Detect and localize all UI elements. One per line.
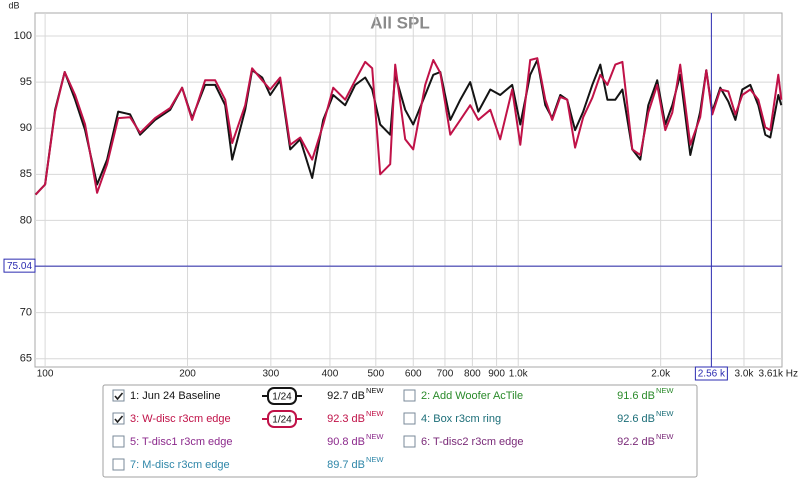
y-axis-label: dB [8,0,19,10]
x-tick-label: 1.0k [509,369,529,380]
plot-area [34,12,783,368]
x-tick-label: 100 [37,369,54,380]
legend-label: 5: T-disc1 r3cm edge [130,436,233,448]
legend-checkbox[interactable] [403,412,416,425]
legend-checkmark [114,392,124,401]
x-tick-label: 900 [488,369,505,380]
x-tick-label: 500 [367,369,384,380]
cursor-y-box [3,258,36,273]
x-tick-label: 800 [464,369,481,380]
series-line [34,57,783,196]
legend-level: 89.7 dB [327,459,365,471]
legend-level: 92.3 dB [327,413,365,425]
y-tick-label: 95 [20,76,32,88]
x-tick-label: 3.0k [735,369,755,380]
y-tick-label: 70 [20,307,32,319]
x-tick-label: 3.61k Hz [759,369,798,380]
y-tick-label: 65 [20,353,32,365]
legend-swatch [267,387,297,405]
legend-checkbox[interactable] [112,412,125,425]
legend-level-tag: NEW [656,432,674,441]
y-tick-label: 100 [14,30,32,42]
y-tick-label: 90 [20,122,32,134]
legend-smoothing: 1/24 [272,392,292,403]
x-tick-label: 700 [437,369,454,380]
legend-label: 2: Add Woofer AcTile [421,390,523,402]
legend-checkbox[interactable] [112,435,125,448]
legend-level-tag: NEW [366,455,384,464]
y-tick-label: 80 [20,214,32,226]
legend-swatch [267,410,297,428]
legend-checkbox[interactable] [403,435,416,448]
x-tick-label: 600 [405,369,422,380]
legend-level-tag: NEW [366,409,384,418]
legend-label: 7: M-disc r3cm edge [130,459,230,471]
legend-label: 6: T-disc2 r3cm edge [421,436,524,448]
legend-level: 92.6 dB [617,413,655,425]
legend-level-tag: NEW [656,386,674,395]
legend-level-tag: NEW [366,386,384,395]
legend-checkbox[interactable] [112,389,125,402]
legend-level: 90.8 dB [327,436,365,448]
legend-checkmark [114,415,124,424]
legend-label: 4: Box r3cm ring [421,413,501,425]
legend-level: 91.6 dB [617,390,655,402]
x-tick-label: 200 [179,369,196,380]
x-tick-label: 300 [263,369,280,380]
x-tick-label: 2.0k [651,369,671,380]
cursor-y-label: 75.04 [7,261,32,272]
legend-checkbox[interactable] [112,458,125,471]
legend-level-tag: NEW [656,409,674,418]
legend-level: 92.2 dB [617,436,655,448]
legend-label: 3: W-disc r3cm edge [130,413,231,425]
legend-checkbox[interactable] [403,389,416,402]
legend-label: 1: Jun 24 Baseline [130,390,221,402]
cursor-x-box [694,366,728,381]
legend-level-tag: NEW [366,432,384,441]
chart-title: All SPL [370,13,430,32]
legend-level: 92.7 dB [327,390,365,402]
y-tick-label: 85 [20,168,32,180]
x-tick-label: 400 [322,369,339,380]
legend-panel [102,384,698,478]
legend-smoothing: 1/24 [272,415,292,426]
cursor-x-label: 2.56 k [698,369,726,380]
